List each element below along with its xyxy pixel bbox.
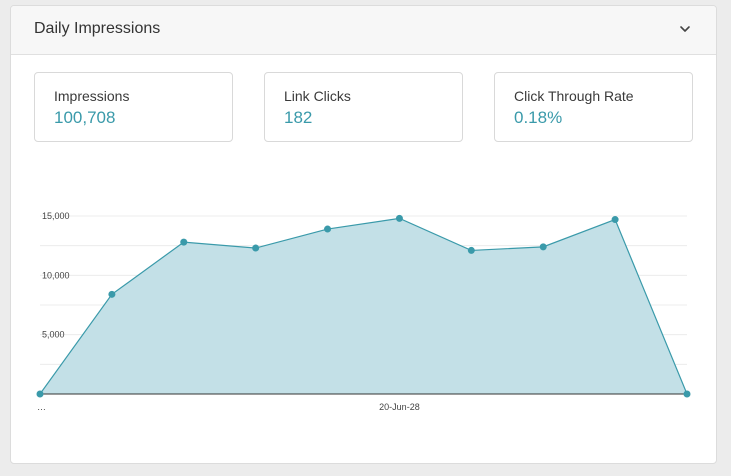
impressions-area-chart: 5,000 10,000 15,000 … 20-Jun-28 [36,211,691,412]
x-tick-label: 20-Jun-28 [379,402,420,412]
data-point [539,243,547,251]
y-tick-label: 15,000 [42,211,70,221]
data-point [36,390,44,398]
x-tick-label: … [37,402,46,412]
chevron-down-icon[interactable] [676,20,694,38]
data-point [611,216,619,224]
data-point [252,244,260,252]
data-point [683,390,691,398]
data-point [108,290,116,298]
data-point [467,246,475,254]
card-header: Daily Impressions [11,6,716,55]
series-area [40,218,687,394]
stat-click-through-rate: Click Through Rate 0.18% [494,72,693,142]
stat-label: Click Through Rate [514,88,634,104]
card-title: Daily Impressions [34,20,161,37]
data-point [324,225,332,233]
series-line [39,217,688,395]
impressions-chart: 5,000 10,000 15,000 … 20-Jun-28 [11,6,716,463]
stat-label: Link Clicks [284,88,351,104]
stat-impressions: Impressions 100,708 [34,72,233,142]
y-tick-label: 10,000 [42,270,70,280]
stat-value: 182 [284,108,313,127]
stat-link-clicks: Link Clicks 182 [264,72,463,142]
stat-label: Impressions [54,88,130,104]
stat-value: 0.18% [514,108,563,127]
daily-impressions-card: Daily Impressions Impressions 100,708 Li… [10,5,717,464]
data-point [180,238,188,246]
stat-value: 100,708 [54,108,116,127]
data-point [395,214,403,222]
y-tick-label: 5,000 [42,330,65,340]
